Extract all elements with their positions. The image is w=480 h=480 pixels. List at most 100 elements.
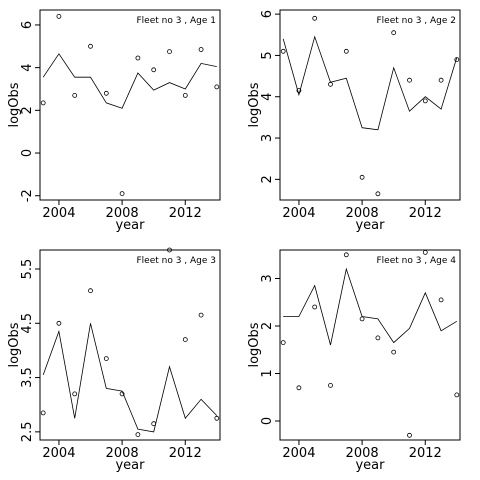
data-point [135,55,141,61]
plot-frame [39,249,221,441]
data-point [312,15,318,21]
x-axis-title: year [115,218,145,233]
x-tick-label: 2004 [282,206,315,221]
y-tick-label: 3 [260,274,275,282]
y-tick-label: 6 [20,21,35,29]
data-point [438,77,444,83]
data-point [40,100,46,106]
y-tick-label: 6 [260,10,275,18]
x-axis-title: year [115,458,145,473]
y-tick-label: -2 [20,189,35,202]
data-point [56,320,62,326]
y-tick-label: 2.5 [20,422,35,443]
series-line [42,53,217,109]
y-tick-label: 4 [260,93,275,101]
data-point [454,57,460,62]
data-point [182,337,188,343]
data-point [88,288,93,294]
plot-frame [39,9,221,201]
y-tick-label: 0 [260,417,275,425]
y-axis-title: logObs [7,82,22,127]
series-line [42,323,218,433]
data-point [103,90,109,96]
y-axis-title: logObs [247,322,262,367]
y-tick-label: 3.5 [20,367,35,388]
y-tick-label: 5 [260,51,275,59]
data-point [296,88,302,93]
x-tick-label: 2008 [346,206,379,221]
data-point [328,81,333,87]
series-line [283,267,458,346]
data-point [167,247,172,253]
y-tick-label: 4.5 [20,313,35,334]
panel-title: Fleet no 3 , Age 3 [136,256,216,266]
data-point [407,432,412,438]
y-tick-label: 4 [20,63,35,71]
data-point [214,84,220,90]
panel-title: Fleet no 3 , Age 4 [376,256,456,266]
y-tick-label: 2 [20,106,35,114]
data-point [88,43,93,49]
y-tick-label: 5.5 [20,259,35,280]
data-point [119,391,125,397]
data-point [103,356,109,362]
x-tick-label: 2004 [42,206,75,221]
data-point [343,252,349,258]
data-point [151,67,157,73]
panel-title: Fleet no 3 , Age 1 [136,16,216,26]
x-tick-label: 2004 [42,446,75,461]
x-tick-label: 2012 [169,206,202,221]
x-tick-label: 2008 [346,446,379,461]
data-point [119,191,125,197]
data-point [375,335,381,341]
y-tick-label: 2 [260,322,275,330]
data-point [359,174,365,180]
data-point [72,391,78,397]
y-axis-title: logObs [7,322,22,367]
data-point [135,432,141,438]
chart-panel-2: 2004 2008 2012 2 3 4 5 6 year logObs Fleet no 3 , … [247,9,461,233]
data-point [407,77,412,83]
series-line [282,35,458,131]
x-axis-title: year [355,218,385,233]
data-point [182,93,188,98]
data-point [198,47,204,52]
data-point [375,191,381,197]
data-point [198,312,204,318]
x-tick-label: 2008 [106,446,139,461]
data-point [280,48,286,54]
data-point [422,98,428,104]
y-tick-label: 3 [260,134,275,142]
data-point [391,30,397,36]
data-point [296,385,302,391]
data-point [167,49,172,54]
y-axis-title: logObs [247,82,262,127]
data-point [454,392,460,398]
data-point [391,349,397,355]
y-tick-label: 0 [20,149,35,157]
data-point [312,304,318,310]
plot-frame [279,9,461,201]
x-tick-label: 2012 [409,206,442,221]
y-tick-label: 1 [260,369,275,377]
x-axis-title: year [355,458,385,473]
data-point [72,93,78,98]
data-point [328,382,333,388]
panel-title: Fleet no 3 , Age 2 [376,16,456,26]
x-tick-label: 2004 [282,446,315,461]
data-point [422,249,428,255]
plot-frame [279,249,461,441]
y-tick-label: 2 [260,175,275,183]
x-tick-label: 2012 [409,446,442,461]
data-point [280,340,286,346]
data-point [359,316,365,322]
x-tick-label: 2008 [106,206,139,221]
data-point [343,48,349,54]
data-point [151,421,157,427]
data-point [438,297,444,303]
data-point [56,13,62,19]
data-point [40,410,46,416]
data-point [214,415,220,421]
chart-panel-3: 2004 2008 2012 2.5 3.5 4.5 5.5 year logObs Fleet … [7,247,221,473]
